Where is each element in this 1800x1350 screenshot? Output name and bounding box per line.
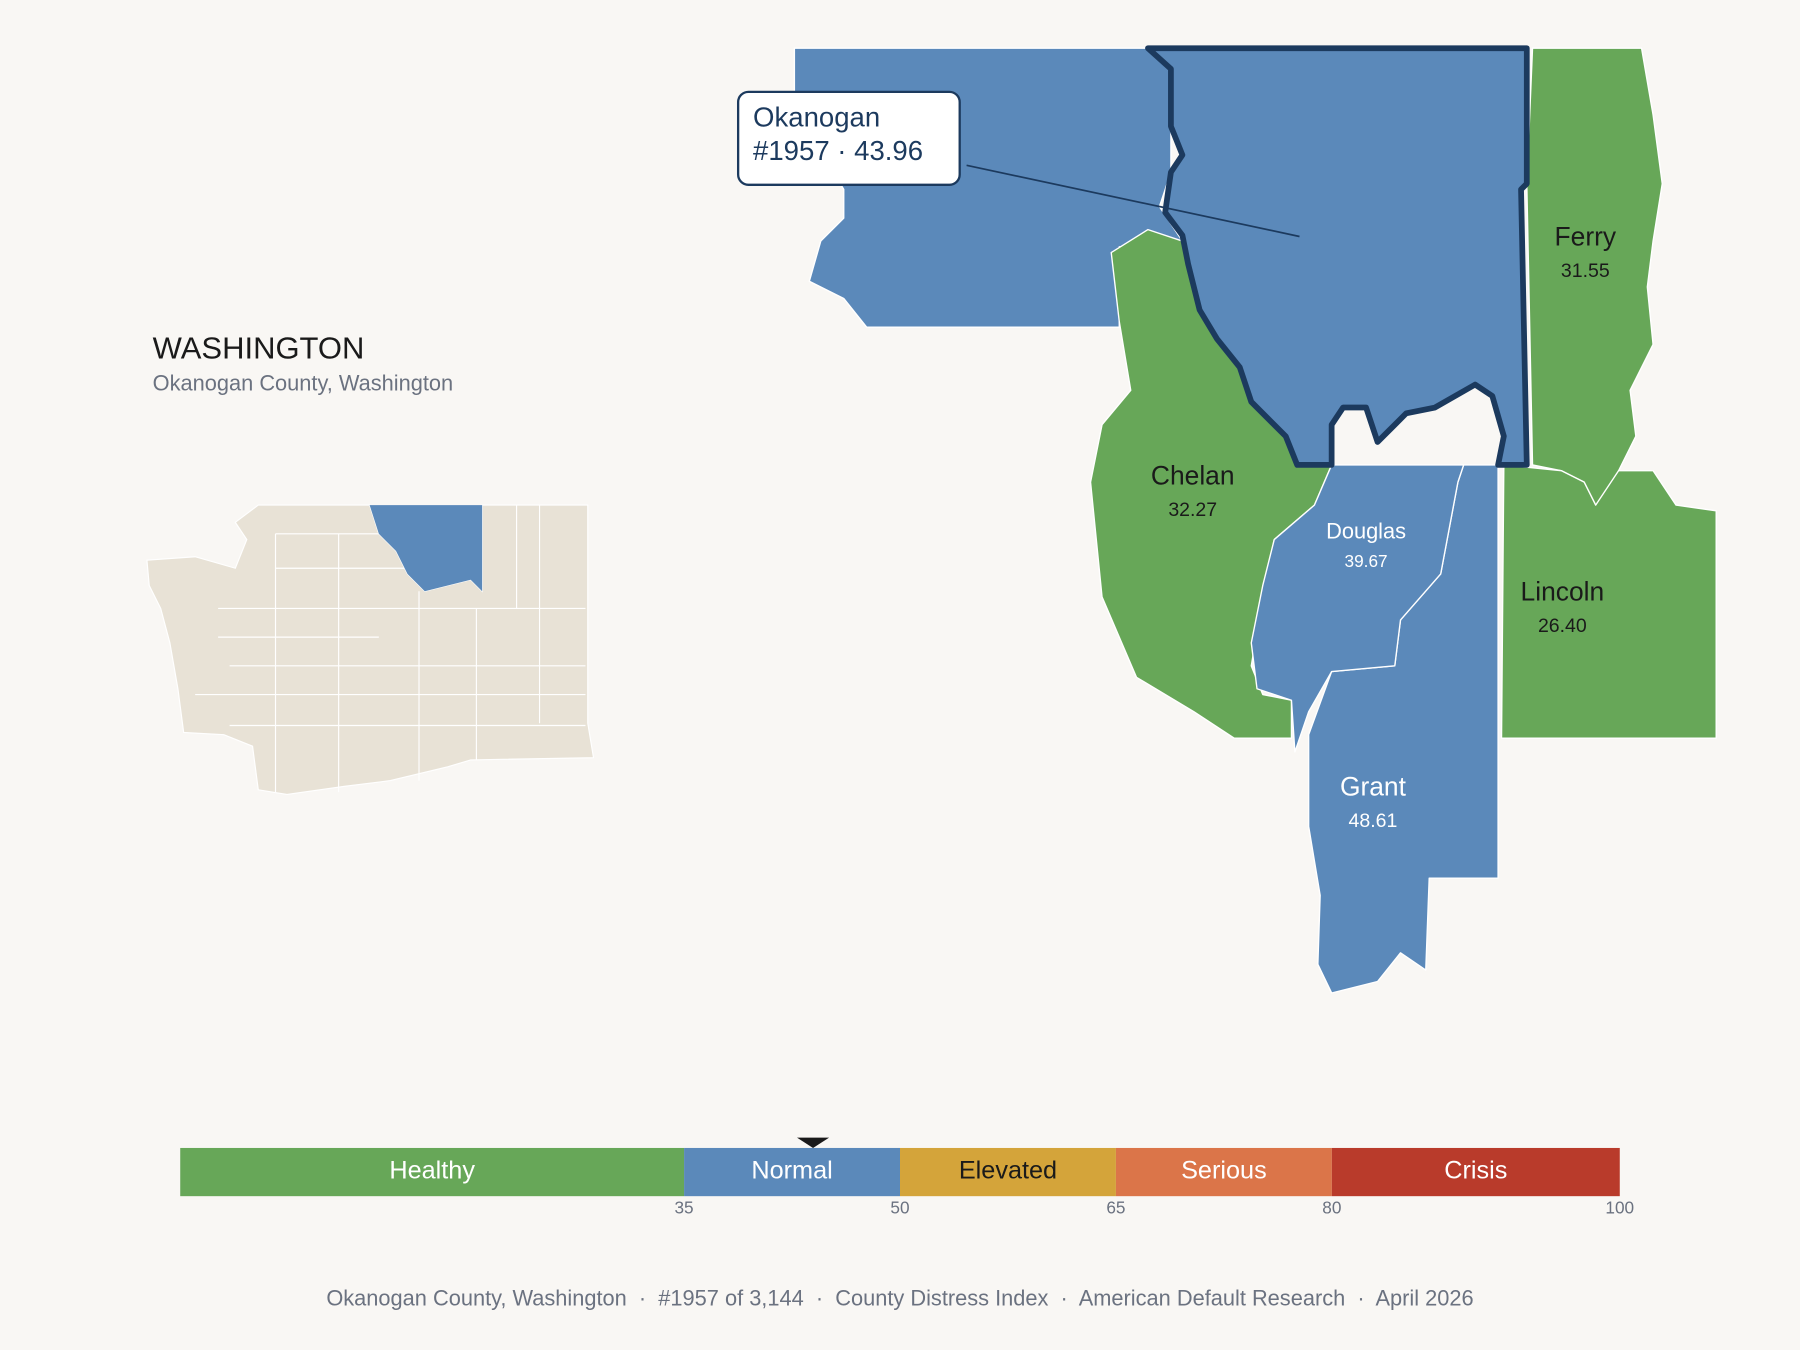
scale-tick-label: 100 — [1605, 1197, 1634, 1217]
county-value: 39.67 — [1345, 551, 1388, 571]
county-name: Ferry — [1555, 222, 1617, 252]
scale-band-label: Normal — [751, 1157, 832, 1185]
county-name: Grant — [1340, 772, 1407, 802]
county-value: 26.40 — [1538, 615, 1587, 637]
county-shape[interactable] — [1500, 464, 1717, 739]
county-value: 32.27 — [1168, 499, 1217, 521]
locator-map — [146, 504, 595, 795]
callout-name: Okanogan — [753, 102, 880, 133]
county-name: Lincoln — [1521, 576, 1605, 606]
scale-band-label: Crisis — [1444, 1157, 1507, 1185]
callout-label: #1957 · 43.96 — [753, 135, 923, 166]
state-subtitle: Okanogan County, Washington — [153, 370, 454, 395]
scale-band — [180, 1147, 685, 1197]
county-value: 31.55 — [1561, 260, 1610, 282]
county-name: Douglas — [1326, 518, 1406, 543]
callout-leader — [966, 164, 1300, 238]
selected-county[interactable] — [1145, 45, 1530, 468]
scale-band — [1331, 1147, 1620, 1197]
footer: Okanogan County, Washington · #1957 of 3… — [326, 1285, 1473, 1310]
locator-highlight — [369, 505, 483, 592]
scale-band-label: Elevated — [959, 1157, 1057, 1185]
scale-marker — [796, 1137, 830, 1148]
scale-band — [684, 1147, 900, 1197]
scale-tick-label: 35 — [674, 1197, 693, 1217]
county-map: Ferry 31.55 Chelan 32.27 Douglas 39.67 L… — [736, 45, 1717, 994]
scale-tick-label: 65 — [1106, 1197, 1125, 1217]
county-shape[interactable] — [1250, 464, 1465, 753]
county-shape[interactable] — [1526, 47, 1663, 506]
legend-scale: Healthy Normal Elevated Serious Crisis 35 50 65… — [180, 1137, 1634, 1217]
callout-box — [736, 90, 961, 186]
county-name: Chelan — [1151, 461, 1235, 491]
scale-band — [900, 1147, 1116, 1197]
county-value: 48.61 — [1349, 810, 1398, 832]
locator-state — [146, 504, 595, 795]
scale-band — [1115, 1147, 1332, 1197]
scale-band-label: Healthy — [389, 1157, 475, 1185]
scale-band-label: Serious — [1181, 1157, 1267, 1185]
scale-tick-label: 80 — [1322, 1197, 1341, 1217]
scale-tick-label: 50 — [890, 1197, 909, 1217]
state-title: WASHINGTON — [153, 330, 365, 365]
